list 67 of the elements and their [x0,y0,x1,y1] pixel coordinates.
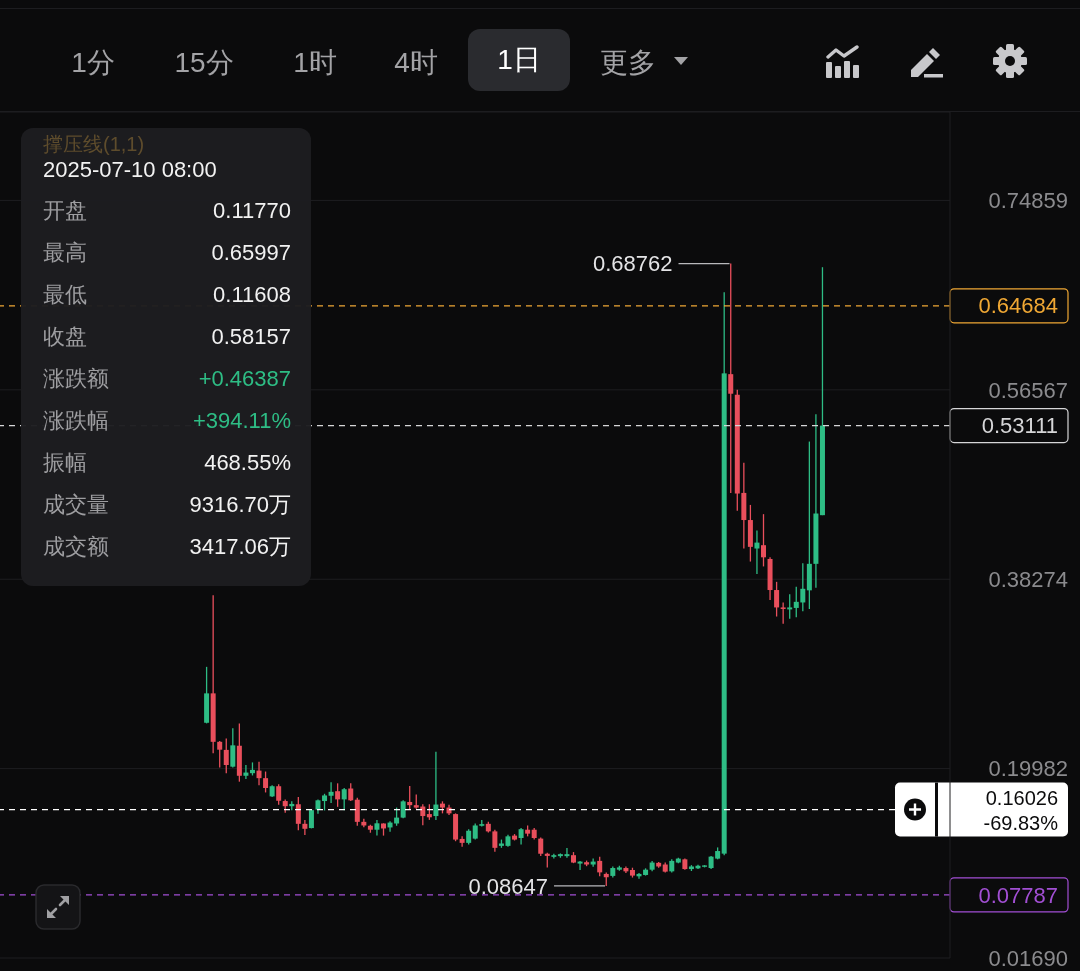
annotation: 0.68762 [592,251,673,277]
text: 1时 [293,46,337,80]
annotation: 最低 [43,282,87,308]
candlestick [295,796,301,831]
annotation: 最高 [43,240,87,266]
annotation: 开盘 [43,198,87,224]
annotation: 0.58157 [211,324,291,350]
candlestick [243,764,249,780]
candlestick [335,782,341,808]
y-tick-label: 0.01690 [988,945,1068,971]
candlestick [341,787,347,811]
candlestick [787,593,793,620]
y-tick-label: 0.74859 [988,188,1068,214]
text: -69.83% [983,811,1059,834]
candlestick [492,829,498,853]
annotation: 收盘 [43,324,87,350]
candlestick [217,740,223,769]
annotation: 成交额 [43,534,109,560]
candlestick [256,761,262,786]
candlestick [374,819,380,837]
annotation: 振幅 [43,450,87,476]
annotation: +394.11% [192,408,291,434]
candlestick [263,770,269,794]
candlestick [577,860,583,871]
annotation: 涨跌幅 [43,408,109,434]
y-tick-label: 0.38274 [988,566,1068,592]
text: 更多 [600,46,656,80]
candlestick [354,797,360,827]
y-tick-label: 0.19982 [988,756,1068,782]
text: 4时 [394,46,438,80]
ref-line-label: 0.16026 [985,786,1058,809]
ref-line-label: 0.53111 [981,413,1058,439]
candlestick [761,513,766,568]
candlestick [728,262,734,494]
candlestick [793,586,799,618]
annotation: 成交量 [43,492,109,518]
text: 1分 [71,46,115,80]
candlestick [754,529,760,575]
candlestick [538,836,544,857]
annotation: 撑压线(1,1) [43,132,145,156]
annotation: 468.55% [204,450,291,476]
ref-line-label: 0.64684 [978,293,1058,319]
candlestick [597,856,603,877]
annotation: 2025-07-10 08:00 [43,157,217,183]
candlestick [223,737,229,774]
annotation: 0.11608 [213,282,291,308]
text: 15分 [174,46,234,80]
annotation: 0.65997 [211,240,291,266]
annotation: 涨跌额 [43,366,109,392]
annotation: 3417.06万 [189,534,291,560]
candlestick [407,785,413,811]
annotation: +0.46387 [198,366,291,392]
candlestick [328,781,334,804]
candlestick [459,835,465,848]
candlestick [230,727,236,769]
annotation: 0.08647 [468,873,549,899]
candlestick [800,562,806,613]
selected-tab: 1日 [468,29,570,91]
candlestick [433,751,439,821]
candlestick [774,581,780,618]
ref-line-label: 0.07787 [978,882,1058,908]
y-tick-label: 0.56567 [988,377,1068,403]
candlestick [780,601,786,625]
candlestick [276,783,282,806]
annotation: 9316.70万 [189,492,291,518]
annotation: 0.11770 [213,198,291,224]
candlestick [302,819,308,836]
